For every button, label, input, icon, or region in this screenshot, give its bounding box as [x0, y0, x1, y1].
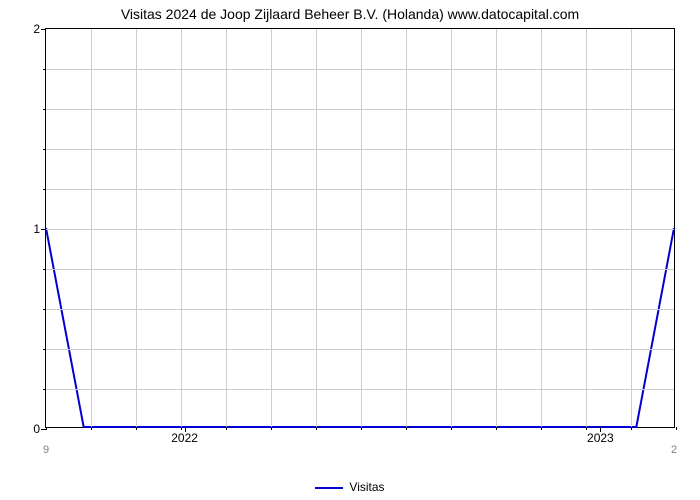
data-line	[46, 29, 674, 427]
grid-horizontal-minor	[46, 269, 674, 270]
xtick-minor	[226, 427, 227, 430]
ytick-mark	[41, 29, 46, 30]
xtick-minor	[451, 427, 452, 430]
grid-vertical	[316, 29, 317, 427]
xtick-minor	[541, 427, 542, 430]
xtick-minor	[406, 427, 407, 430]
grid-vertical	[91, 29, 92, 427]
xtick-minor	[136, 427, 137, 430]
legend-swatch	[315, 487, 343, 489]
grid-vertical	[496, 29, 497, 427]
xtick-minor	[631, 427, 632, 430]
ytick-mark	[41, 229, 46, 230]
chart-container: Visitas 2024 de Joop Zijlaard Beheer B.V…	[0, 0, 700, 500]
grid-vertical	[226, 29, 227, 427]
xtick-minor	[586, 427, 587, 430]
grid-vertical	[406, 29, 407, 427]
xtick-minor	[271, 427, 272, 430]
grid-vertical	[181, 29, 182, 427]
legend: Visitas	[0, 480, 700, 494]
xtick-minor	[676, 427, 677, 430]
grid-vertical	[631, 29, 632, 427]
xtick-minor	[46, 427, 47, 430]
grid-horizontal	[46, 229, 674, 230]
grid-horizontal-minor	[46, 309, 674, 310]
grid-horizontal-minor	[46, 109, 674, 110]
grid-horizontal-minor	[46, 349, 674, 350]
grid-horizontal-minor	[46, 389, 674, 390]
grid-horizontal-minor	[46, 149, 674, 150]
xtick-minor	[91, 427, 92, 430]
ytick-label: 2	[33, 22, 40, 36]
grid-horizontal-minor	[46, 69, 674, 70]
grid-vertical	[586, 29, 587, 427]
xtick-minor	[181, 427, 182, 430]
xtick-label: 2023	[587, 431, 614, 445]
grid-vertical	[271, 29, 272, 427]
xtick-minor	[361, 427, 362, 430]
grid-vertical	[361, 29, 362, 427]
grid-horizontal-minor	[46, 189, 674, 190]
ytick-label: 0	[33, 422, 40, 436]
xtick-label: 2022	[171, 431, 198, 445]
legend-label: Visitas	[349, 480, 384, 494]
xtick-minor	[316, 427, 317, 430]
plot-area: 01220222023	[45, 28, 675, 428]
xtick-minor	[496, 427, 497, 430]
grid-vertical	[541, 29, 542, 427]
corner-label-left: 9	[43, 444, 49, 456]
ytick-label: 1	[33, 222, 40, 236]
corner-label-right: 2	[671, 444, 677, 456]
grid-vertical	[136, 29, 137, 427]
chart-title: Visitas 2024 de Joop Zijlaard Beheer B.V…	[0, 6, 700, 22]
grid-vertical	[451, 29, 452, 427]
